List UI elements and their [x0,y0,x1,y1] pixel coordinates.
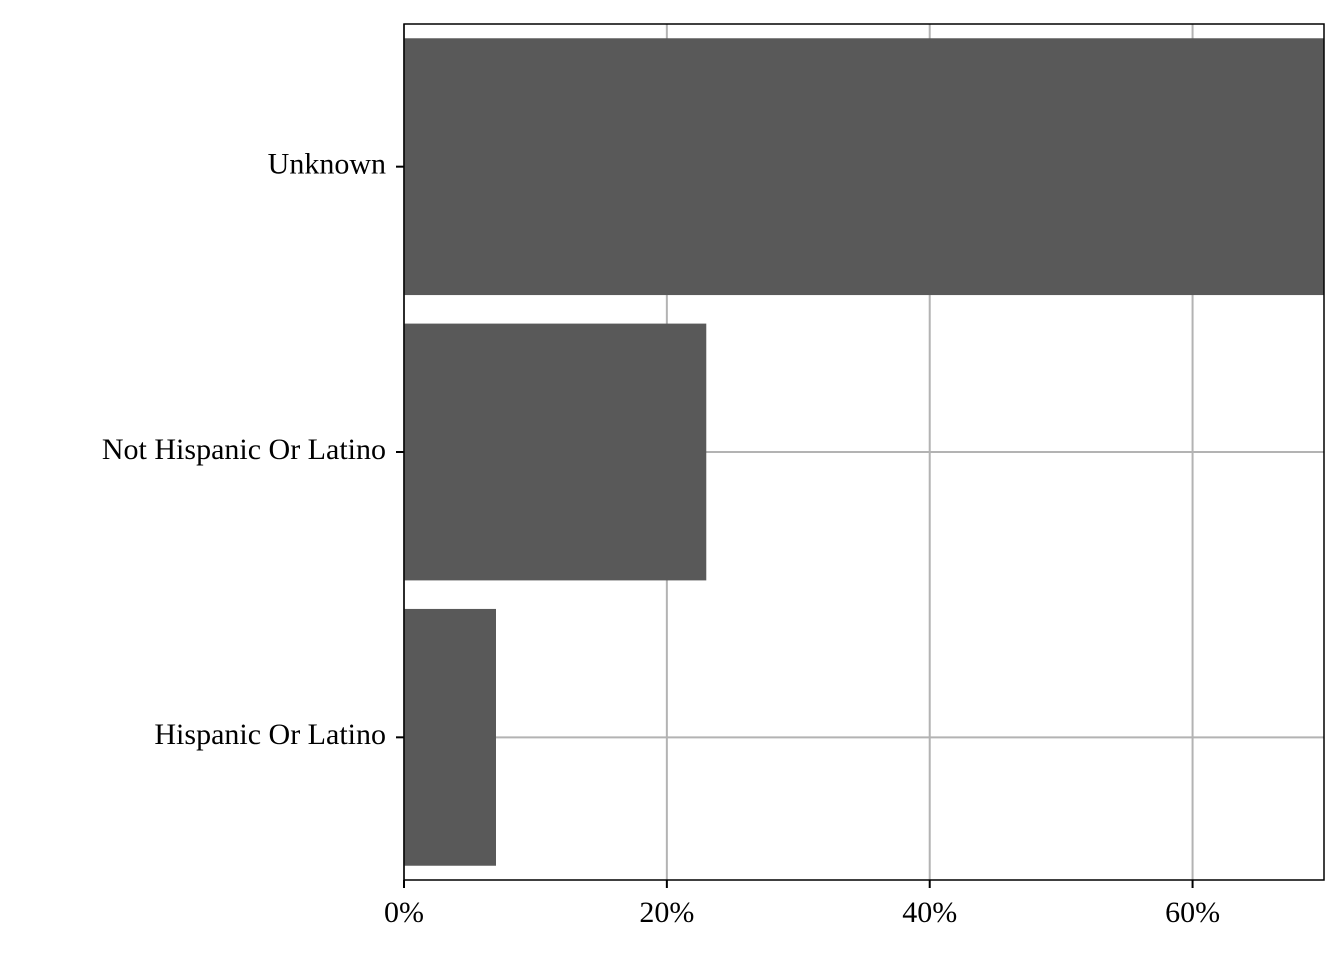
bar [404,324,706,581]
x-tick-label: 20% [639,896,694,929]
y-tick-label: Unknown [268,148,386,181]
y-tick-label: Hispanic Or Latino [154,718,386,751]
x-tick-label: 40% [902,896,957,929]
x-tick-label: 0% [384,896,424,929]
y-tick-label: Not Hispanic Or Latino [102,433,386,466]
x-tick-label: 60% [1165,896,1220,929]
ethnicity-bar-chart: 0% 20% 40% 60% Unknown Not Hispanic Or Latino… [0,0,1344,960]
bar [404,38,1324,295]
bar [404,609,496,866]
